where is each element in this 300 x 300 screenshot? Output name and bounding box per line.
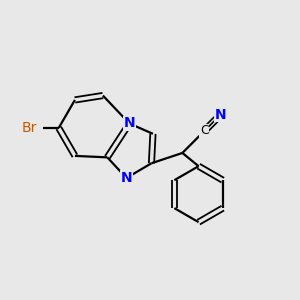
Text: C: C [200, 124, 209, 137]
Text: Br: Br [22, 121, 37, 135]
Text: N: N [215, 108, 226, 122]
Text: N: N [124, 116, 135, 130]
Text: N: N [121, 171, 132, 185]
